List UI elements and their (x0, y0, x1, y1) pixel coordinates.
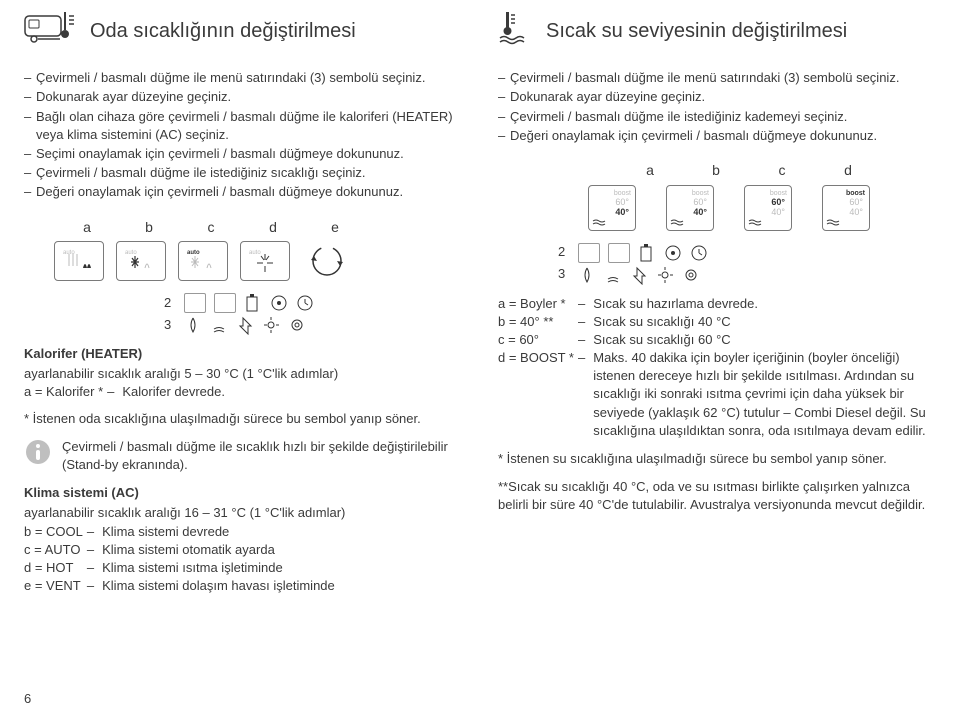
left-column: Oda sıcaklığının değiştirilmesi –Çevirme… (24, 10, 462, 603)
svg-text:auto: auto (187, 250, 200, 256)
svg-text:auto: auto (125, 250, 137, 256)
power-icon (236, 315, 254, 335)
mini-box (184, 293, 206, 313)
water-icon (604, 265, 622, 285)
fan-icon (270, 293, 288, 313)
ac-title: Klima sistemi (AC) (24, 484, 462, 502)
power-icon (630, 265, 648, 285)
ac-defs: b = COOL–Klima sistemi devrede c = AUTO–… (24, 523, 335, 596)
left-mode-diagram: a b c d e auto auto auto auto (24, 218, 462, 282)
temp-box-b: boost 60° 40° (666, 185, 714, 231)
mini-box (214, 293, 236, 313)
mode-box-d: auto (240, 241, 290, 281)
battery-icon (638, 243, 656, 263)
water-temp-icon (498, 10, 534, 51)
gear-icon (288, 315, 306, 335)
right-defs: a = Boyler *–Sıcak su hazırlama devrede.… (498, 295, 936, 441)
right-bullets: –Çevirmeli / basmalı düğme ile menü satı… (498, 69, 936, 145)
right-title: Sıcak su seviyesinin değiştirilmesi (546, 17, 847, 45)
heater-footnote: * İstenen oda sıcaklığına ulaşılmadığı s… (24, 410, 462, 428)
right-temp-diagram: a b c d boost 60° 40° boost 60° 40° (588, 161, 936, 231)
flame-icon (578, 265, 596, 285)
right-foot2: **Sıcak su sıcaklığı 40 °C, oda ve su ıs… (498, 478, 936, 514)
right-rows-23: 2 3 (558, 243, 936, 285)
mode-box-a: auto (54, 241, 104, 281)
mode-box-c: auto (178, 241, 228, 281)
right-foot1: * İstenen su sıcaklığına ulaşılmadığı sü… (498, 450, 936, 468)
caravan-heater-icon (24, 10, 78, 51)
ac-sub: ayarlanabilir sıcaklık aralığı 16 – 31 °… (24, 504, 462, 522)
mode-box-b: auto (116, 241, 166, 281)
mini-box (608, 243, 630, 263)
heater-def: a = Kalorifer * – Kalorifer devrede. (24, 383, 225, 401)
sun-icon (262, 315, 280, 335)
heater-sub: ayarlanabilir sıcaklık aralığı 5 – 30 °C… (24, 365, 462, 383)
page-number: 6 (24, 690, 31, 708)
info-icon (24, 438, 52, 471)
svg-text:auto: auto (249, 250, 261, 256)
gear-icon (682, 265, 700, 285)
fan-icon (664, 243, 682, 263)
heater-title: Kalorifer (HEATER) (24, 345, 462, 363)
left-bullets: –Çevirmeli / basmalı düğme ile menü satı… (24, 69, 462, 201)
left-title: Oda sıcaklığının değiştirilmesi (90, 17, 356, 45)
flame-icon (184, 315, 202, 335)
temp-box-a: boost 60° 40° (588, 185, 636, 231)
right-header: Sıcak su seviyesinin değiştirilmesi (498, 10, 936, 51)
info-note: Çevirmeli / basmalı düğme ile sıcaklık h… (24, 438, 462, 474)
battery-icon (244, 293, 262, 313)
left-header: Oda sıcaklığının değiştirilmesi (24, 10, 462, 51)
right-column: Sıcak su seviyesinin değiştirilmesi –Çev… (498, 10, 936, 603)
mode-box-e (302, 241, 352, 281)
mini-box (578, 243, 600, 263)
water-icon (210, 315, 228, 335)
sun-icon (656, 265, 674, 285)
temp-box-d: boost 60° 40° (822, 185, 870, 231)
temp-box-c: boost 60° 40° (744, 185, 792, 231)
left-rows-23: 2 3 (164, 293, 462, 335)
clock-icon (690, 243, 708, 263)
clock-icon (296, 293, 314, 313)
